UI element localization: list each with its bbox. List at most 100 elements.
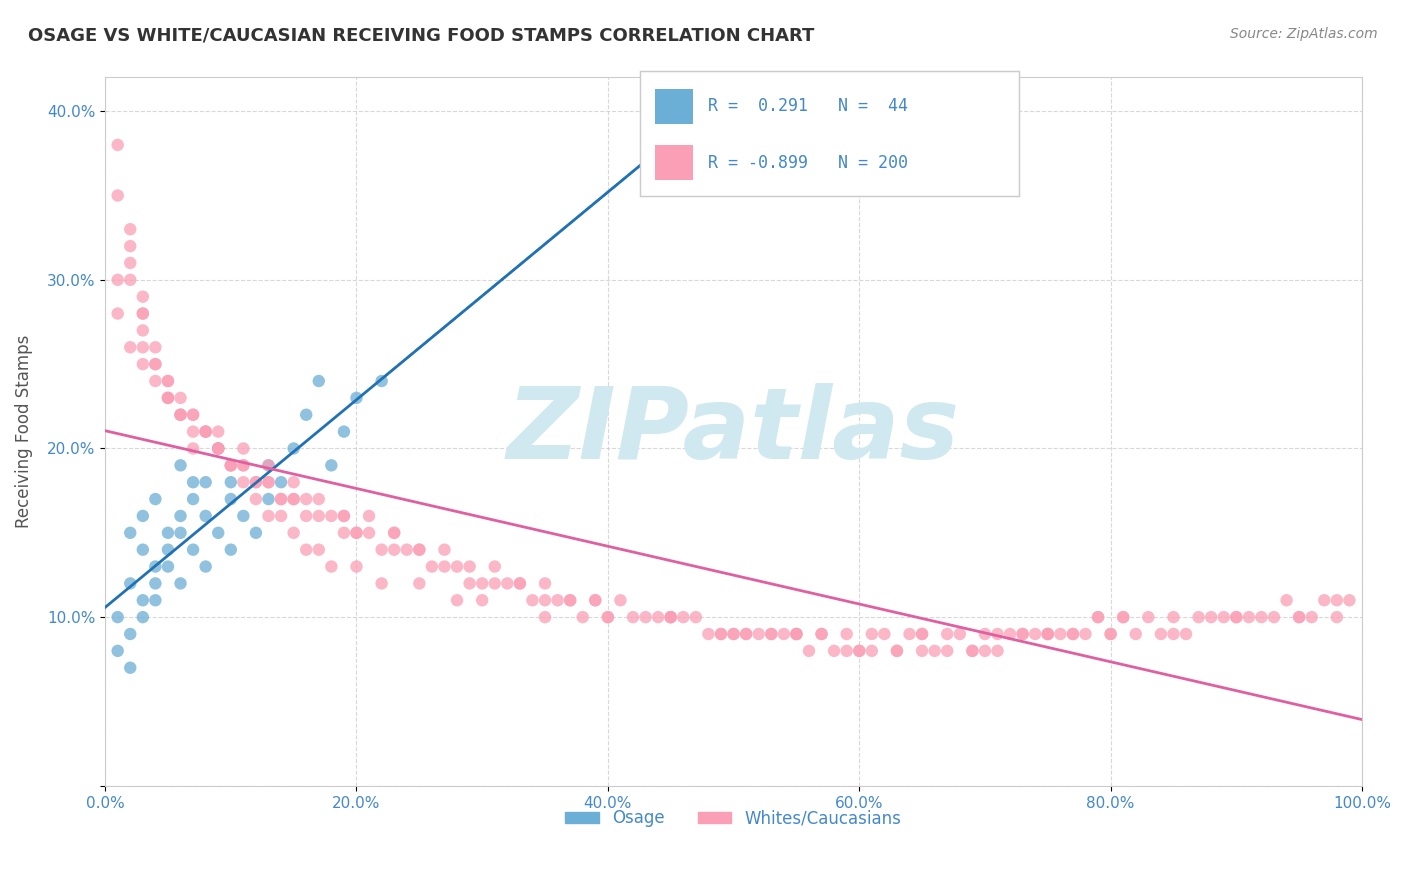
Whites/Caucasians [408,542,430,557]
Whites/Caucasians [1049,627,1071,641]
Whites/Caucasians [509,576,531,591]
Whites/Caucasians [1163,610,1185,624]
Whites/Caucasians [145,374,167,388]
Whites/Caucasians [1036,627,1059,641]
Whites/Caucasians [207,442,229,456]
Whites/Caucasians [1137,610,1160,624]
Osage [181,475,204,490]
Osage [145,593,167,607]
Whites/Caucasians [1339,593,1361,607]
Whites/Caucasians [156,391,179,405]
Whites/Caucasians [270,492,292,507]
Whites/Caucasians [496,576,519,591]
Whites/Caucasians [245,492,267,507]
Whites/Caucasians [785,627,807,641]
Whites/Caucasians [1301,610,1323,624]
Whites/Caucasians [1099,627,1122,641]
Whites/Caucasians [446,559,468,574]
Osage [333,425,356,439]
FancyBboxPatch shape [655,89,693,124]
Whites/Caucasians [710,627,733,641]
Osage [232,508,254,523]
Whites/Caucasians [382,525,405,540]
Whites/Caucasians [321,559,343,574]
Whites/Caucasians [596,610,619,624]
Text: OSAGE VS WHITE/CAUCASIAN RECEIVING FOOD STAMPS CORRELATION CHART: OSAGE VS WHITE/CAUCASIAN RECEIVING FOOD … [28,27,814,45]
Whites/Caucasians [1036,627,1059,641]
Whites/Caucasians [132,290,155,304]
Whites/Caucasians [911,644,934,658]
Whites/Caucasians [194,425,217,439]
Whites/Caucasians [420,559,443,574]
Whites/Caucasians [245,475,267,490]
Whites/Caucasians [1150,627,1173,641]
Osage [181,492,204,507]
Whites/Caucasians [936,644,959,658]
Osage [132,542,155,557]
Whites/Caucasians [132,357,155,371]
Text: R = -0.899   N = 200: R = -0.899 N = 200 [709,153,908,171]
Whites/Caucasians [1212,610,1234,624]
Whites/Caucasians [1074,627,1097,641]
Text: R =  0.291   N =  44: R = 0.291 N = 44 [709,97,908,115]
Whites/Caucasians [785,627,807,641]
Whites/Caucasians [735,627,758,641]
Osage [270,475,292,490]
Whites/Caucasians [596,610,619,624]
Whites/Caucasians [120,222,142,236]
Whites/Caucasians [1024,627,1046,641]
Whites/Caucasians [547,593,569,607]
Whites/Caucasians [848,644,870,658]
Whites/Caucasians [1199,610,1222,624]
Osage [132,593,155,607]
Whites/Caucasians [1326,610,1348,624]
Whites/Caucasians [560,593,582,607]
Whites/Caucasians [257,475,280,490]
Whites/Caucasians [321,508,343,523]
Whites/Caucasians [986,627,1008,641]
Whites/Caucasians [810,627,832,641]
Osage [370,374,392,388]
Whites/Caucasians [1237,610,1260,624]
Whites/Caucasians [169,408,191,422]
Whites/Caucasians [446,593,468,607]
Whites/Caucasians [672,610,695,624]
Whites/Caucasians [283,492,305,507]
Whites/Caucasians [634,610,657,624]
Whites/Caucasians [911,627,934,641]
Whites/Caucasians [534,576,557,591]
Whites/Caucasians [748,627,770,641]
Whites/Caucasians [1036,627,1059,641]
Whites/Caucasians [207,442,229,456]
Whites/Caucasians [433,559,456,574]
Whites/Caucasians [974,627,997,641]
Osage [194,508,217,523]
Whites/Caucasians [659,610,682,624]
Whites/Caucasians [962,644,984,658]
Whites/Caucasians [194,425,217,439]
Whites/Caucasians [283,492,305,507]
Osage [107,644,129,658]
Osage [145,559,167,574]
Whites/Caucasians [1087,610,1109,624]
Whites/Caucasians [986,644,1008,658]
Legend: Osage, Whites/Caucasians: Osage, Whites/Caucasians [558,803,908,834]
Osage [194,475,217,490]
Whites/Caucasians [333,525,356,540]
Whites/Caucasians [1011,627,1033,641]
Whites/Caucasians [1250,610,1272,624]
Whites/Caucasians [382,525,405,540]
Whites/Caucasians [295,508,318,523]
Whites/Caucasians [207,442,229,456]
Whites/Caucasians [145,357,167,371]
Whites/Caucasians [257,475,280,490]
Whites/Caucasians [911,627,934,641]
Whites/Caucasians [219,458,242,473]
Whites/Caucasians [560,593,582,607]
Whites/Caucasians [723,627,745,641]
Whites/Caucasians [1288,610,1310,624]
Whites/Caucasians [132,323,155,337]
Whites/Caucasians [408,576,430,591]
Whites/Caucasians [181,425,204,439]
Osage [145,492,167,507]
